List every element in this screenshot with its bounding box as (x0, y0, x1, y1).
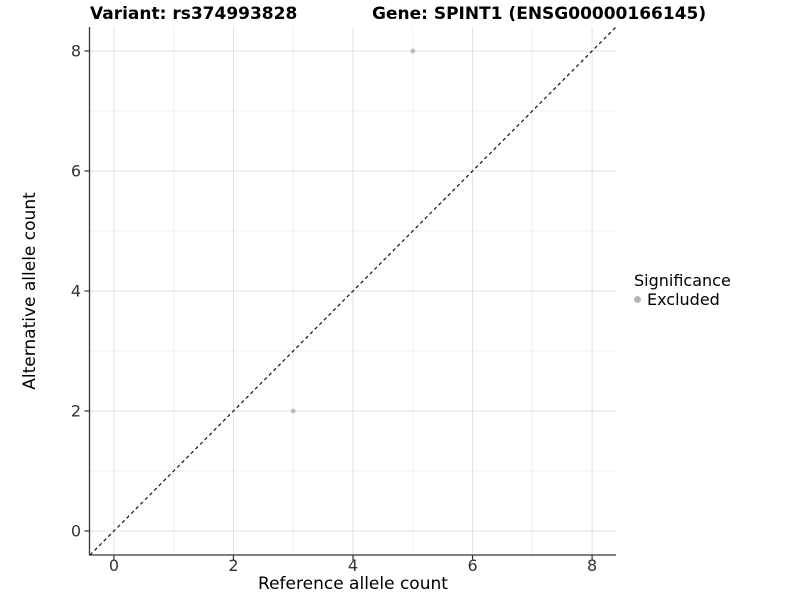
plot-title-gene: Gene: SPINT1 (ENSG00000166145) (372, 4, 707, 24)
x-tick-label: 0 (109, 556, 119, 575)
data-point (410, 48, 416, 54)
y-axis-title: Alternative allele count (20, 192, 40, 390)
plot-title-variant: Variant: rs374993828 (90, 4, 298, 24)
legend-title: Significance (634, 271, 731, 290)
legend-item-label: Excluded (647, 290, 720, 309)
legend-point-icon (634, 296, 641, 303)
x-tick-label: 8 (587, 556, 597, 575)
legend-item-excluded: Excluded (634, 290, 731, 309)
y-tick-label: 0 (71, 522, 81, 541)
x-tick-label: 6 (467, 556, 477, 575)
y-tick-label: 6 (71, 162, 81, 181)
x-tick-label: 2 (228, 556, 238, 575)
legend: Significance Excluded (634, 271, 731, 309)
x-tick-label: 4 (348, 556, 358, 575)
x-axis-title: Reference allele count (258, 574, 448, 594)
data-point (290, 408, 296, 414)
y-tick-label: 4 (71, 282, 81, 301)
y-tick-label: 8 (71, 42, 81, 61)
y-tick-label: 2 (71, 402, 81, 421)
identity-reference-line (89, 26, 617, 556)
